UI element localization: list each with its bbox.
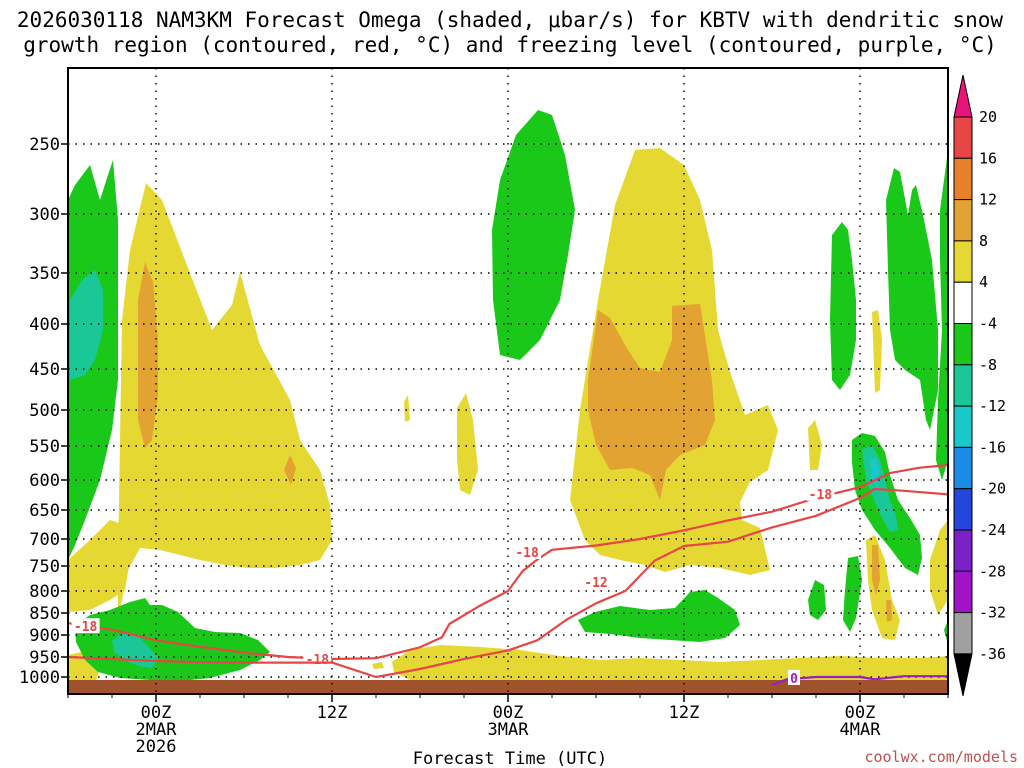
y-tick-label: 450: [29, 360, 60, 380]
x-tick-label: 00Z: [141, 703, 172, 723]
colorbar-segment: [953, 323, 973, 366]
y-tick-label: 600: [29, 471, 60, 491]
ascent-region-lowlevel-band: [392, 645, 948, 685]
x-tick-label: 2026: [136, 737, 177, 757]
contour-label-bg: [788, 669, 800, 685]
colorbar-tick-label: -24: [979, 521, 1006, 539]
ascent-region-small-center-2: [404, 395, 410, 422]
colorbar-tick-label: 20: [979, 108, 997, 126]
x-axis-label: Forecast Time (UTC): [413, 749, 607, 768]
ascent-region-right-col: [872, 310, 882, 393]
colorbar-segment: [953, 157, 973, 201]
ascent-core-left: [138, 262, 158, 448]
colorbar-segment: [953, 364, 973, 407]
colorbar-tick-label: 12: [979, 191, 997, 209]
ascent-region-right-small: [808, 420, 822, 470]
ground-surface: [68, 680, 948, 694]
contour-label-bg: [582, 574, 610, 589]
contour-label-bg: [806, 485, 835, 501]
y-tick-label: 900: [29, 626, 60, 646]
colorbar-tick-label: -32: [979, 604, 1006, 622]
colorbar-tick-label: -8: [979, 356, 997, 374]
descent-region-right-edge: [936, 150, 948, 480]
y-tick-label: 950: [29, 648, 60, 668]
colorbar-tick-label: -12: [979, 397, 1006, 415]
colorbar-segment: [953, 199, 973, 242]
ascent-core-left-small: [284, 455, 296, 485]
y-tick-label: 300: [29, 205, 60, 225]
y-tick-label: 350: [29, 264, 60, 284]
contour-label-bg: [71, 618, 100, 634]
x-tick-label: 2MAR: [136, 720, 178, 740]
descent-core-left: [70, 270, 103, 380]
chart-title-line-2: growth region (contoured, red, °C) and f…: [23, 33, 997, 57]
colorbar-segment: [953, 240, 973, 283]
colorbar-tick-label: -36: [979, 645, 1006, 663]
chart-title-line-1: 2026030118 NAM3KM Forecast Omega (shaded…: [17, 8, 1004, 32]
contour-label: -18: [74, 620, 98, 635]
colorbar-tick-label: -28: [979, 562, 1006, 580]
colorbar-tick-label: 8: [979, 232, 988, 250]
colorbar-segment: [953, 281, 973, 325]
y-tick-label: 550: [29, 437, 60, 457]
descent-region-right-small-2: [808, 580, 826, 620]
y-tick-label: 850: [29, 604, 60, 624]
descent-core-left-low: [112, 632, 158, 668]
ascent-core-right-2: [886, 600, 892, 622]
contour-label-bg: [513, 543, 542, 559]
colorbar-segment: [953, 116, 973, 159]
y-tick-label: 250: [29, 135, 60, 155]
x-tick-label: 00Z: [493, 703, 524, 723]
x-tick-label: 4MAR: [840, 720, 882, 740]
colorbar-tick-label: -16: [979, 438, 1006, 456]
y-tick-label: 500: [29, 401, 60, 421]
x-tick-label: 12Z: [317, 703, 348, 723]
contour-label: -18: [306, 653, 330, 668]
y-tick-label: 1000: [19, 668, 60, 688]
descent-region-center-top: [492, 110, 575, 360]
x-tick-label: 12Z: [669, 703, 700, 723]
contour-label: -18: [515, 546, 539, 561]
descent-region-right-col-1: [830, 222, 856, 390]
credit-text: coolwx.com/models: [864, 748, 1018, 766]
ascent-region-tiny: [372, 662, 384, 669]
ascent-core-center: [588, 304, 715, 500]
y-tick-label: 800: [29, 582, 60, 602]
y-tick-label: 650: [29, 501, 60, 521]
colorbar-segment: [953, 529, 973, 572]
colorbar-tick-label: -20: [979, 480, 1006, 498]
contour-label: -18: [809, 488, 833, 503]
colorbar-tick-label: 4: [979, 273, 988, 291]
y-tick-label: 750: [29, 557, 60, 577]
ascent-region-right-edge: [930, 520, 948, 615]
contour-label: -12: [584, 576, 607, 591]
contours: -18 -18 -18 -18 -12 0: [67, 463, 949, 687]
colorbar: 20 16 12 8 4 -4 -8 -12 -16 -20 -24 -28 -32 -36: [953, 74, 1006, 697]
colorbar-bottom-arrow: [953, 653, 973, 697]
colorbar-segment: [953, 488, 973, 531]
ascent-region-left-upper: [118, 183, 332, 620]
colorbar-segment: [953, 405, 973, 448]
omega-shading: [68, 110, 948, 694]
descent-region-right-col-2: [886, 168, 938, 430]
ascent-core-right: [872, 545, 880, 595]
colorbar-tick-label: -4: [979, 315, 997, 333]
descent-region-right-small-1: [843, 556, 862, 632]
y-tick-label: 400: [29, 315, 60, 335]
colorbar-segment: [953, 446, 973, 490]
x-tick-label: 00Z: [845, 703, 876, 723]
contour-label: 0: [790, 672, 798, 687]
x-tick-label: 3MAR: [488, 720, 530, 740]
dgz-minus-12-contour: [67, 487, 949, 679]
descent-region-center-low: [578, 590, 740, 642]
y-tick-label: 700: [29, 530, 60, 550]
colorbar-tick-label: 16: [979, 149, 997, 167]
colorbar-segment: [953, 570, 973, 614]
colorbar-segment: [953, 612, 973, 655]
y-axis: 2503003504004505005506006507007508008509…: [19, 135, 68, 688]
ascent-region-small-center: [457, 393, 478, 495]
